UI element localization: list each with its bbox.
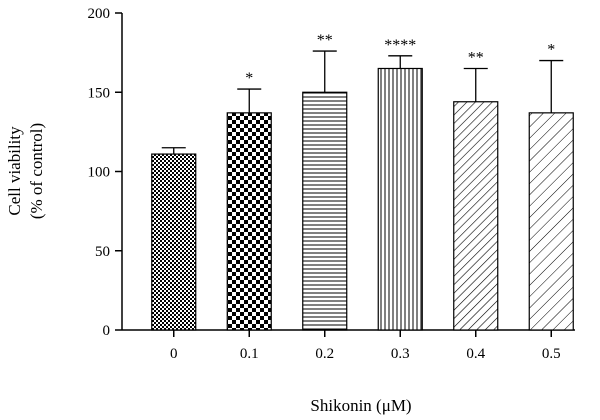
significance-label: * [245, 70, 253, 87]
y-tick-label: 150 [88, 85, 111, 101]
x-tick-label: 0.4 [466, 346, 485, 362]
bar [377, 67, 423, 331]
significance-label: * [547, 42, 555, 59]
y-tick-label: 200 [88, 6, 111, 22]
y-tick-label: 0 [103, 323, 111, 339]
significance-label: ** [468, 49, 484, 66]
bars [151, 67, 574, 331]
x-tick-label: 0.1 [240, 346, 259, 362]
y-ticks: 0 50 100 150 200 [88, 6, 122, 339]
y-axis-title: Cell viability (% of control) [5, 123, 46, 219]
x-tick-label: 0.5 [542, 346, 561, 362]
y-tick-label: 50 [95, 244, 110, 260]
x-tick-label: 0 [170, 346, 178, 362]
x-ticks: 0 0.1 0.2 0.3 0.4 0.5 [170, 330, 561, 362]
x-tick-label: 0.3 [391, 346, 410, 362]
significance-label: ** [317, 32, 333, 49]
bar [302, 91, 348, 331]
bar [151, 153, 197, 331]
x-tick-label: 0.2 [315, 346, 334, 362]
bar [226, 112, 272, 331]
y-axis-title-line-1: Cell viability [5, 126, 24, 216]
significance-labels: *** ****** * [245, 32, 555, 87]
error-bars [161, 50, 564, 155]
y-axis-title-line-2: (% of control) [27, 123, 46, 219]
significance-label: **** [384, 37, 416, 54]
x-axis-title: Shikonin (μM) [310, 396, 411, 415]
y-tick-label: 100 [88, 165, 111, 181]
bar [453, 101, 499, 331]
bar [528, 112, 574, 331]
